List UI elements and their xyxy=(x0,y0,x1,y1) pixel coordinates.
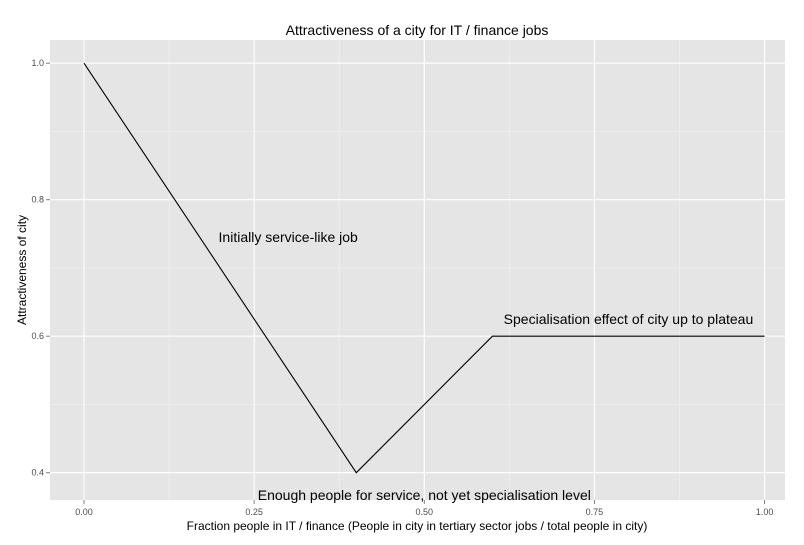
y-axis-label: Attractiveness of city xyxy=(15,215,29,325)
x-axis-ticks: 0.00 0.25 0.50 0.75 1.00 xyxy=(75,500,773,517)
annotation-label: Initially service-like job xyxy=(219,229,358,245)
x-tick-label: 0.75 xyxy=(586,507,604,517)
annotations: Initially service-like job Specialisation… xyxy=(219,229,754,503)
annotation-label: Specialisation effect of city up to plat… xyxy=(504,311,754,327)
annotation-label: Enough people for service, not yet speci… xyxy=(258,487,591,503)
plot-panel xyxy=(50,40,785,500)
x-tick-label: 0.00 xyxy=(75,507,93,517)
x-tick-label: 0.25 xyxy=(245,507,263,517)
y-tick-label: 0.8 xyxy=(31,195,44,205)
grid-minor xyxy=(50,40,785,500)
x-tick-label: 1.00 xyxy=(756,507,774,517)
x-tick-label: 0.50 xyxy=(416,507,434,517)
y-tick-label: 0.4 xyxy=(31,468,44,478)
y-tick-label: 1.0 xyxy=(31,58,44,68)
chart-title: Attractiveness of a city for IT / financ… xyxy=(286,22,549,38)
y-tick-label: 0.6 xyxy=(31,331,44,341)
y-axis-ticks: 0.4 0.6 0.8 1.0 xyxy=(31,58,50,478)
x-axis-label: Fraction people in IT / finance (People … xyxy=(187,519,648,533)
series-line xyxy=(83,62,765,474)
